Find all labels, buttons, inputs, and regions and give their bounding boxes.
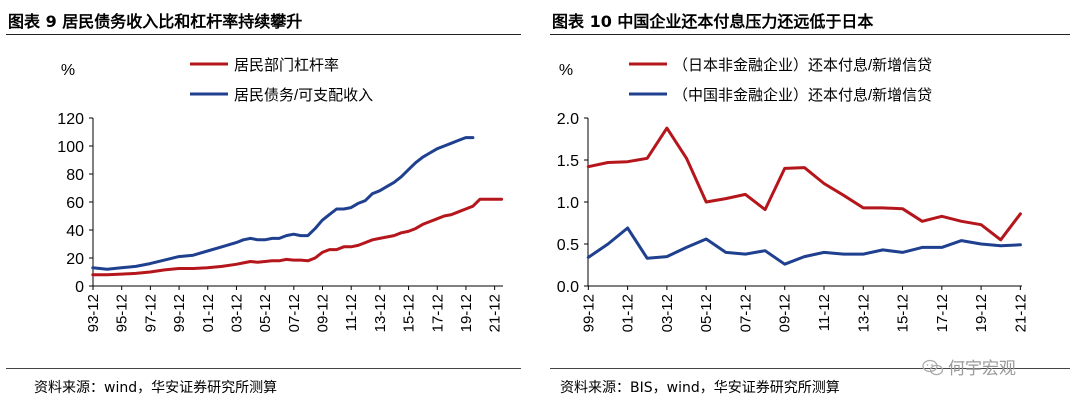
chart-9-source: 资料来源：wind，华安证券研究所测算 [34, 380, 278, 396]
chart-10-series-line-0 [586, 126, 1022, 242]
chart-10-x-tick-label: 17-12 [934, 294, 951, 332]
chart-9-x-tick-label: 93-12 [85, 294, 102, 332]
chart-10-y-tick-label: 2.0 [557, 111, 579, 128]
chart-9-x-tick-label: 19-12 [458, 294, 475, 332]
chart-10-y-tick-label: 1.0 [557, 195, 579, 212]
chart-9-x-tick-label: 17-12 [429, 294, 446, 332]
chart-9-x-tick-label: 05-12 [257, 294, 274, 332]
watermark: 何宇宏观 [922, 354, 1016, 379]
chart-9-y-tick-label: 60 [66, 195, 84, 212]
chart-9-y-tick-label: 80 [66, 167, 84, 184]
chart-9-x-tick-label: 01-12 [200, 294, 217, 332]
chart-10-x-tick-label: 01-12 [620, 294, 637, 332]
chart-10-y-unit-label: % [559, 62, 573, 79]
chart-9-x-tick-label: 99-12 [171, 294, 188, 332]
chart-10-x-tick-label: 15-12 [895, 294, 912, 332]
chart-9-title-rule [6, 34, 521, 35]
chart-9-legend-label-1: 居民债务/可支配收入 [234, 87, 373, 104]
chart-9-y-tick-label: 40 [66, 223, 84, 240]
chart-9-x-tick-label: 97-12 [142, 294, 159, 332]
watermark-text: 何宇宏观 [948, 359, 1016, 379]
chart-10-legend-label-1: （中国非金融企业）还本付息/新增信贷 [673, 86, 932, 104]
chart-9-legend-label-0: 居民部门杠杆率 [234, 57, 339, 74]
chart-9-x-tick-label: 21-12 [487, 294, 504, 332]
chart-10-x-tick-label: 99-12 [580, 294, 597, 332]
wechat-icon [922, 359, 944, 379]
chart-10-x-tick-label: 05-12 [698, 294, 715, 332]
chart-9-x-tick-label: 13-12 [372, 294, 389, 332]
chart-9-y-tick-label: 0 [75, 279, 84, 296]
chart-10-y-tick-label: 0.0 [557, 279, 579, 296]
chart-9-y-tick-label: 100 [57, 139, 84, 156]
chart-9-y-unit-label: % [61, 62, 75, 79]
chart-10-y-tick-label: 0.5 [557, 237, 579, 254]
chart-9-x-tick-label: 09-12 [315, 294, 332, 332]
chart-10-x-tick-label: 07-12 [737, 294, 754, 332]
chart-10-source: 资料来源：BIS，wind，华安证券研究所测算 [560, 380, 840, 396]
chart-10-x-tick-label: 03-12 [659, 294, 676, 332]
chart-9-series-line-0 [91, 197, 504, 277]
chart-9-x-tick-label: 15-12 [401, 294, 418, 332]
chart-10-series-line-1 [586, 226, 1022, 266]
chart-10-x-tick-label: 21-12 [1012, 294, 1029, 332]
chart-9-y-tick-label: 20 [66, 251, 84, 268]
chart-10-legend-label-0: （日本非金融企业）还本付息/新增信贷 [673, 56, 932, 74]
chart-9-x-tick-label: 03-12 [228, 294, 245, 332]
chart-9-bottom-rule [6, 368, 521, 369]
chart-10-x-tick-label: 11-12 [816, 294, 833, 331]
chart-10-x-tick-label: 09-12 [777, 294, 794, 332]
chart-9-x-tick-label: 07-12 [286, 294, 303, 332]
chart-9-x-tick-label: 11-12 [343, 294, 360, 331]
chart-9-y-tick-label: 120 [57, 111, 84, 128]
chart-9-x-tick-label: 95-12 [114, 294, 131, 332]
chart-10-x-tick-label: 13-12 [855, 294, 872, 332]
chart-10-title-rule [550, 34, 1070, 35]
chart-10-bottom-rule [550, 368, 1070, 369]
chart-9-series-line-1 [91, 136, 475, 271]
chart-10-x-tick-label: 19-12 [973, 294, 990, 332]
chart-9-title: 图表 9 居民债务收入比和杠杆率持续攀升 [8, 12, 303, 31]
chart-10-y-tick-label: 1.5 [557, 153, 579, 170]
chart-10-title: 图表 10 中国企业还本付息压力还远低于日本 [552, 12, 874, 31]
